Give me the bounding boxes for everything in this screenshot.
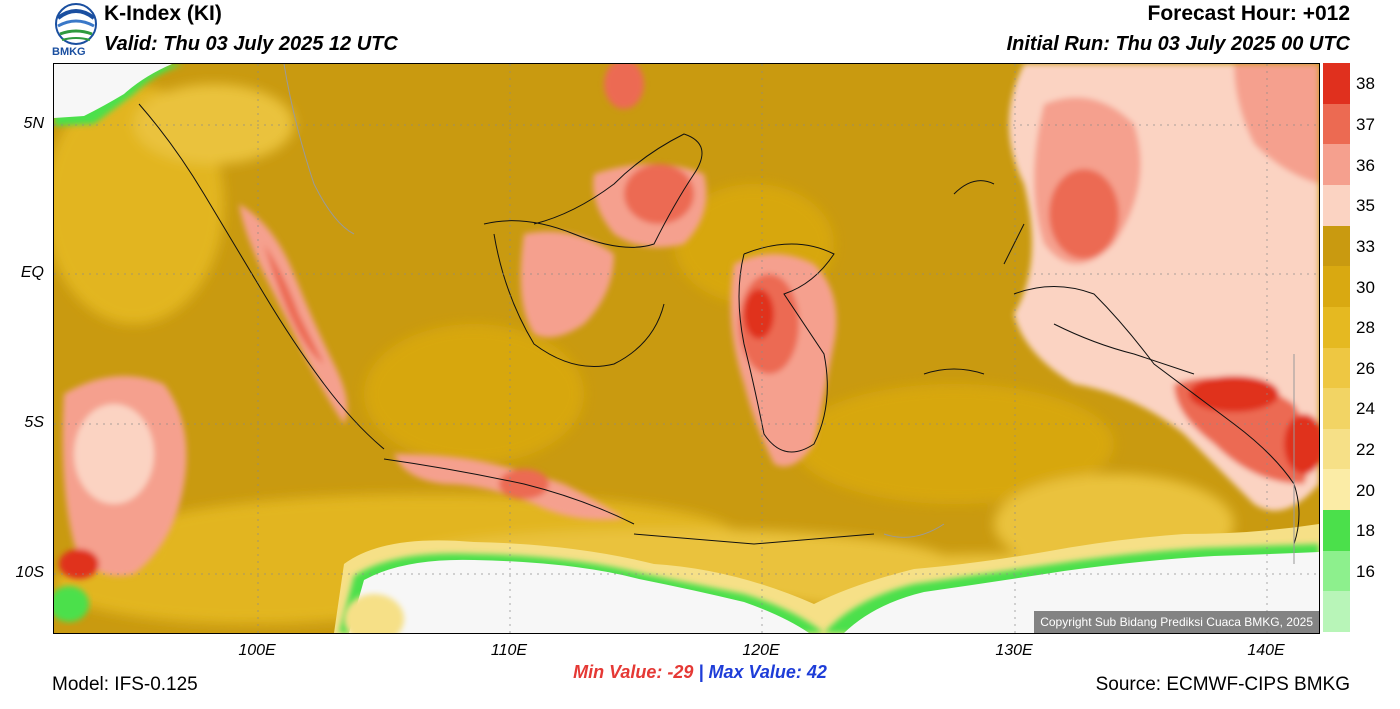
color-bar-segment (1323, 469, 1350, 511)
color-bar-segment (1323, 550, 1350, 592)
color-bar-segment (1323, 510, 1350, 552)
color-bar-label: 37 (1356, 114, 1375, 134)
color-bar-segment (1323, 347, 1350, 389)
color-bar-label: 24 (1356, 399, 1375, 419)
color-bar-segment (1323, 388, 1350, 430)
color-bar-segment (1323, 184, 1350, 227)
color-bar-label: 20 (1356, 480, 1375, 500)
color-bar-segment (1323, 428, 1350, 470)
bmkg-logo: BMKG (52, 2, 100, 60)
color-bar-segment (1323, 306, 1350, 348)
color-bar-label: 33 (1356, 236, 1375, 256)
lat-label-10s: 10S (15, 564, 44, 581)
lat-label-eq: EQ (20, 264, 44, 281)
forecast-hour: Forecast Hour: +012 (1147, 2, 1351, 25)
color-bar-label: 16 (1356, 562, 1375, 582)
lon-label-140e: 140E (1247, 642, 1285, 659)
k-index-map: Copyright Sub Bidang Prediksi Cuaca BMKG… (53, 63, 1320, 634)
logo-text: BMKG (52, 46, 86, 58)
copyright-notice: Copyright Sub Bidang Prediksi Cuaca BMKG… (1034, 611, 1319, 633)
color-bar-label: 22 (1356, 440, 1375, 460)
color-bar-label: 36 (1356, 155, 1375, 175)
color-bar-label: 28 (1356, 318, 1375, 338)
lon-label-100e: 100E (238, 642, 276, 659)
chart-title: K-Index (KI) (104, 2, 222, 25)
color-bar-segment (1323, 225, 1350, 267)
valid-time: Valid: Thu 03 July 2025 12 UTC (104, 33, 398, 55)
lon-label-120e: 120E (742, 642, 780, 659)
color-bar-segment (1323, 266, 1350, 308)
max-value: Max Value: 42 (708, 662, 827, 682)
color-bar-label: 35 (1356, 196, 1375, 216)
color-bar-label: 26 (1356, 358, 1375, 378)
initial-run: Initial Run: Thu 03 July 2025 00 UTC (1006, 33, 1350, 55)
color-bar-segment (1323, 144, 1350, 186)
lat-label-5n: 5N (23, 115, 44, 132)
color-bar-segment (1323, 103, 1350, 145)
lat-label-5s: 5S (24, 414, 44, 431)
model-label: Model: IFS-0.125 (52, 674, 198, 695)
map-field (54, 64, 1319, 633)
color-bar-label: 38 (1356, 74, 1375, 94)
separator: | (698, 662, 704, 682)
source-label: Source: ECMWF-CIPS BMKG (1095, 674, 1350, 695)
min-max-values: Min Value: -29 | Max Value: 42 (0, 662, 1400, 683)
lon-label-110e: 110E (490, 642, 528, 659)
color-bar (1323, 63, 1350, 633)
color-bar-label: 18 (1356, 521, 1375, 541)
lon-label-130e: 130E (995, 642, 1033, 659)
color-bar-label: 30 (1356, 277, 1375, 297)
color-bar-segment (1323, 591, 1350, 633)
min-value: Min Value: -29 (573, 662, 694, 682)
color-bar-segment (1323, 63, 1350, 105)
